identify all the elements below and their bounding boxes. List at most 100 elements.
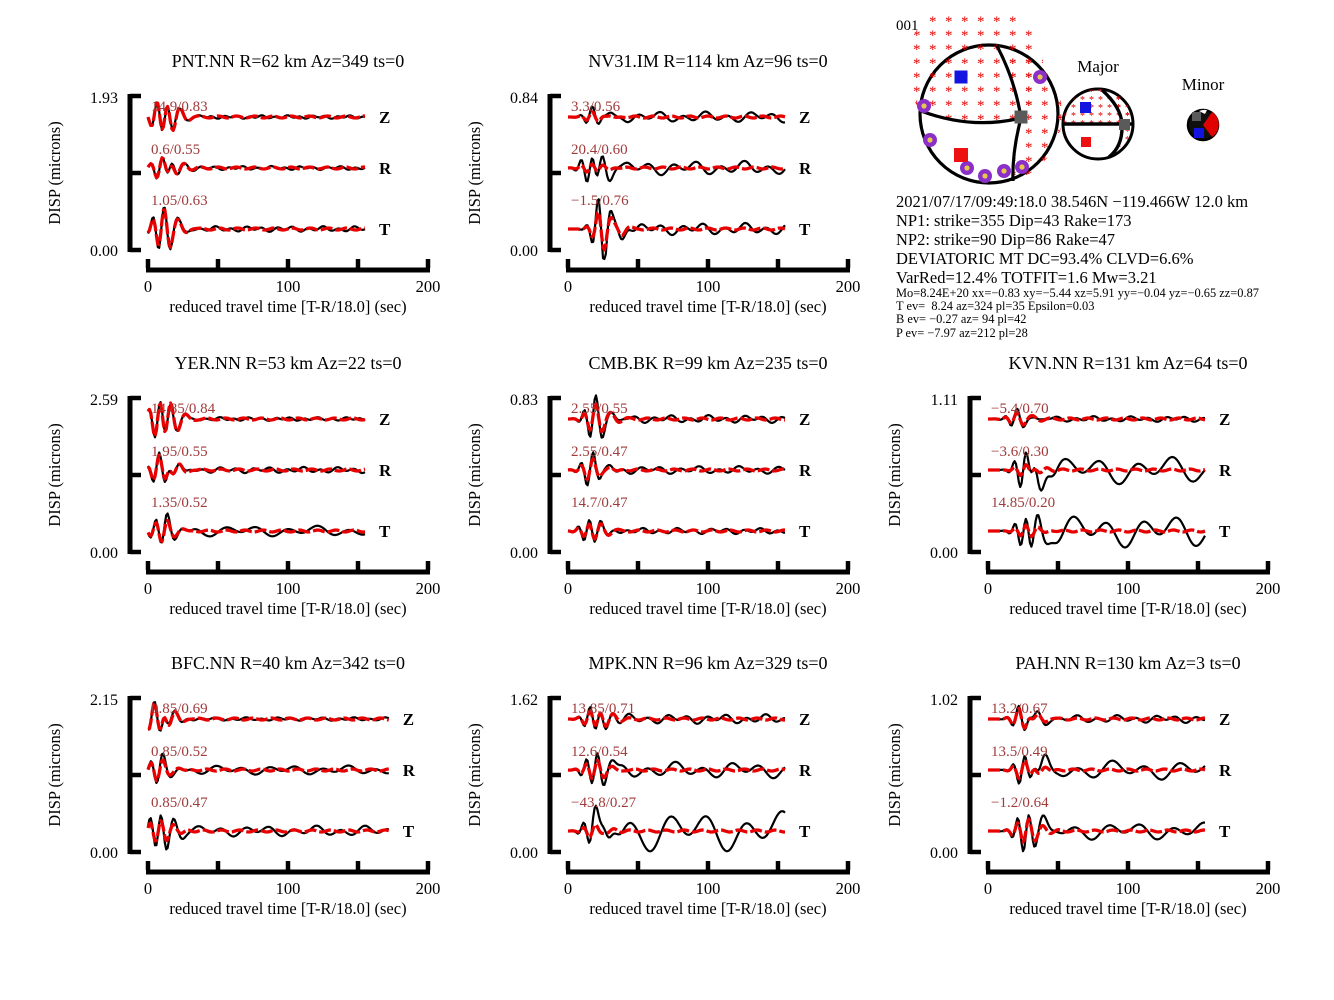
- synthetic-trace-R: [567, 162, 786, 174]
- station-symbols: [917, 70, 1047, 183]
- component-label-T: T: [799, 220, 811, 239]
- event-info-line: VarRed=12.4% TOTFIT=1.6 Mw=3.21: [896, 268, 1157, 287]
- panel-title: NV31.IM R=114 km Az=96 ts=0: [588, 51, 827, 71]
- b-axis-square: [1014, 110, 1028, 124]
- solution-id-label: 001: [896, 18, 919, 34]
- component-label-R: R: [799, 461, 812, 480]
- component-label-R: R: [799, 761, 812, 780]
- component-label-Z: Z: [799, 410, 810, 429]
- observed-trace-T: [146, 512, 366, 544]
- panel-title: PAH.NN R=130 km Az=3 ts=0: [1015, 653, 1240, 673]
- synthetic-trace-Z: [987, 410, 1206, 427]
- synthetic-trace-R: [146, 156, 366, 180]
- amplitude-fit-annotation: 0.85/0.47: [151, 795, 208, 811]
- component-label-Z: Z: [799, 710, 810, 729]
- component-label-R: R: [799, 159, 812, 178]
- waveform-panel-PAH.NN: PAH.NN R=130 km Az=3 ts=0 1.02 0.00 DISP (m…: [885, 653, 1280, 918]
- event-info-line: NP1: strike=355 Dip=43 Rake=173: [896, 211, 1132, 230]
- amplitude-fit-annotation: 14.9/0.83: [151, 99, 208, 115]
- y-axis-title: DISP (microns): [885, 423, 904, 526]
- station-symbol-center: [1019, 164, 1025, 170]
- synthetic-trace-R: [146, 758, 390, 783]
- amplitude-fit-annotation: −1.2/0.64: [991, 795, 1049, 811]
- minor-red-region: [1203, 112, 1219, 137]
- amplitude-fit-annotation: −43.8/0.27: [571, 795, 637, 811]
- x-tick-label: 200: [1256, 579, 1281, 598]
- major-p-axis-square: [1081, 137, 1091, 147]
- y-min-label: 0.00: [90, 845, 118, 862]
- y-max-label: 1.93: [90, 90, 118, 107]
- moment-tensor-detail-line: Mo=8.24E+20 xx=−0.83 xy=−5.44 xz=5.91 yy…: [896, 286, 1259, 300]
- major-label: Major: [1077, 57, 1119, 76]
- amplitude-fit-annotation: 0.85/0.52: [151, 744, 208, 760]
- panel-title: PNT.NN R=62 km Az=349 ts=0: [172, 51, 405, 71]
- y-max-label: 2.15: [90, 692, 118, 709]
- amplitude-fit-annotation: 1.95/0.55: [151, 444, 208, 460]
- component-label-T: T: [1219, 522, 1231, 541]
- x-tick-label: 0: [564, 879, 572, 898]
- y-min-label: 0.00: [510, 845, 538, 862]
- y-max-label: 1.62: [510, 692, 538, 709]
- observed-trace-R: [988, 753, 1206, 785]
- component-label-Z: Z: [379, 410, 390, 429]
- x-tick-label: 200: [416, 277, 441, 296]
- synthetic-trace-T: [987, 523, 1206, 539]
- amplitude-fit-annotation: 14.7/0.47: [571, 495, 628, 511]
- panel-title: BFC.NN R=40 km Az=342 ts=0: [171, 653, 405, 673]
- station-symbol: [960, 161, 974, 175]
- x-tick-label: 100: [276, 277, 301, 296]
- main-beachball: [905, 15, 1063, 185]
- main-nodal-plane-1: [920, 109, 1022, 125]
- observed-trace-R: [146, 752, 389, 785]
- synthetic-trace-T: [146, 819, 390, 843]
- y-min-label: 0.00: [930, 545, 958, 562]
- event-info-line: 2021/07/17/09:49:18.0 38.546N −119.466W …: [896, 192, 1249, 211]
- synthetic-trace-R: [987, 463, 1206, 478]
- major-b-axis-square: [1119, 119, 1130, 130]
- synthetic-trace-Z: [567, 709, 786, 729]
- amplitude-fit-annotation: 2.55/0.47: [571, 444, 628, 460]
- waveform-panel-MPK.NN: MPK.NN R=96 km Az=329 ts=0 1.62 0.00 DISP (…: [465, 653, 860, 918]
- synthetic-trace-Z: [147, 701, 390, 731]
- event-info-line: DEVIATORIC MT DC=93.4% CLVD=6.6%: [896, 249, 1194, 268]
- panel-title: YER.NN R=53 km Az=22 ts=0: [175, 353, 402, 373]
- observed-trace-Z: [988, 407, 1206, 429]
- component-label-R: R: [379, 159, 392, 178]
- x-tick-label: 100: [276, 579, 301, 598]
- x-axis-title: reduced travel time [T-R/18.0] (sec): [589, 599, 826, 618]
- y-min-label: 0.00: [930, 845, 958, 862]
- event-info-line: NP2: strike=90 Dip=86 Rake=47: [896, 230, 1116, 249]
- component-label-Z: Z: [1219, 710, 1230, 729]
- synthetic-trace-Z: [567, 402, 786, 434]
- station-symbol-center: [921, 103, 927, 109]
- t-axis-square: [954, 70, 968, 84]
- waveform-panel-PNT.NN: PNT.NN R=62 km Az=349 ts=0 1.93 0.00 DISP (…: [45, 51, 440, 316]
- amplitude-fit-annotation: 0.85/0.69: [151, 701, 208, 717]
- x-tick-label: 100: [696, 579, 721, 598]
- minor-label: Minor: [1182, 75, 1225, 94]
- station-symbol: [997, 164, 1011, 178]
- observed-trace-T: [568, 198, 786, 261]
- synthetic-trace-T: [146, 518, 366, 544]
- observed-trace-R: [567, 155, 786, 183]
- component-label-Z: Z: [799, 108, 810, 127]
- x-tick-label: 200: [416, 879, 441, 898]
- major-compressional-right-region: [1102, 90, 1132, 157]
- main-compressional-upper-region: [905, 15, 1044, 123]
- amplitude-fit-annotation: 3.3/0.56: [571, 99, 621, 115]
- y-axis-title: DISP (microns): [465, 121, 484, 224]
- panel-title: CMB.BK R=99 km Az=235 ts=0: [589, 353, 828, 373]
- y-max-label: 0.84: [510, 90, 538, 107]
- x-tick-label: 200: [836, 879, 861, 898]
- synthetic-trace-T: [987, 817, 1206, 844]
- x-axis-title: reduced travel time [T-R/18.0] (sec): [589, 297, 826, 316]
- station-symbol-center: [982, 173, 988, 179]
- y-min-label: 0.00: [510, 545, 538, 562]
- x-tick-label: 200: [836, 277, 861, 296]
- x-axis-title: reduced travel time [T-R/18.0] (sec): [1009, 599, 1246, 618]
- moment-tensor-detail-line: B ev= −0.27 az= 94 pl=42: [896, 312, 1027, 327]
- component-label-Z: Z: [1219, 410, 1230, 429]
- y-min-label: 0.00: [510, 243, 538, 260]
- synthetic-trace-Z: [146, 101, 366, 133]
- synthetic-trace-T: [567, 210, 786, 252]
